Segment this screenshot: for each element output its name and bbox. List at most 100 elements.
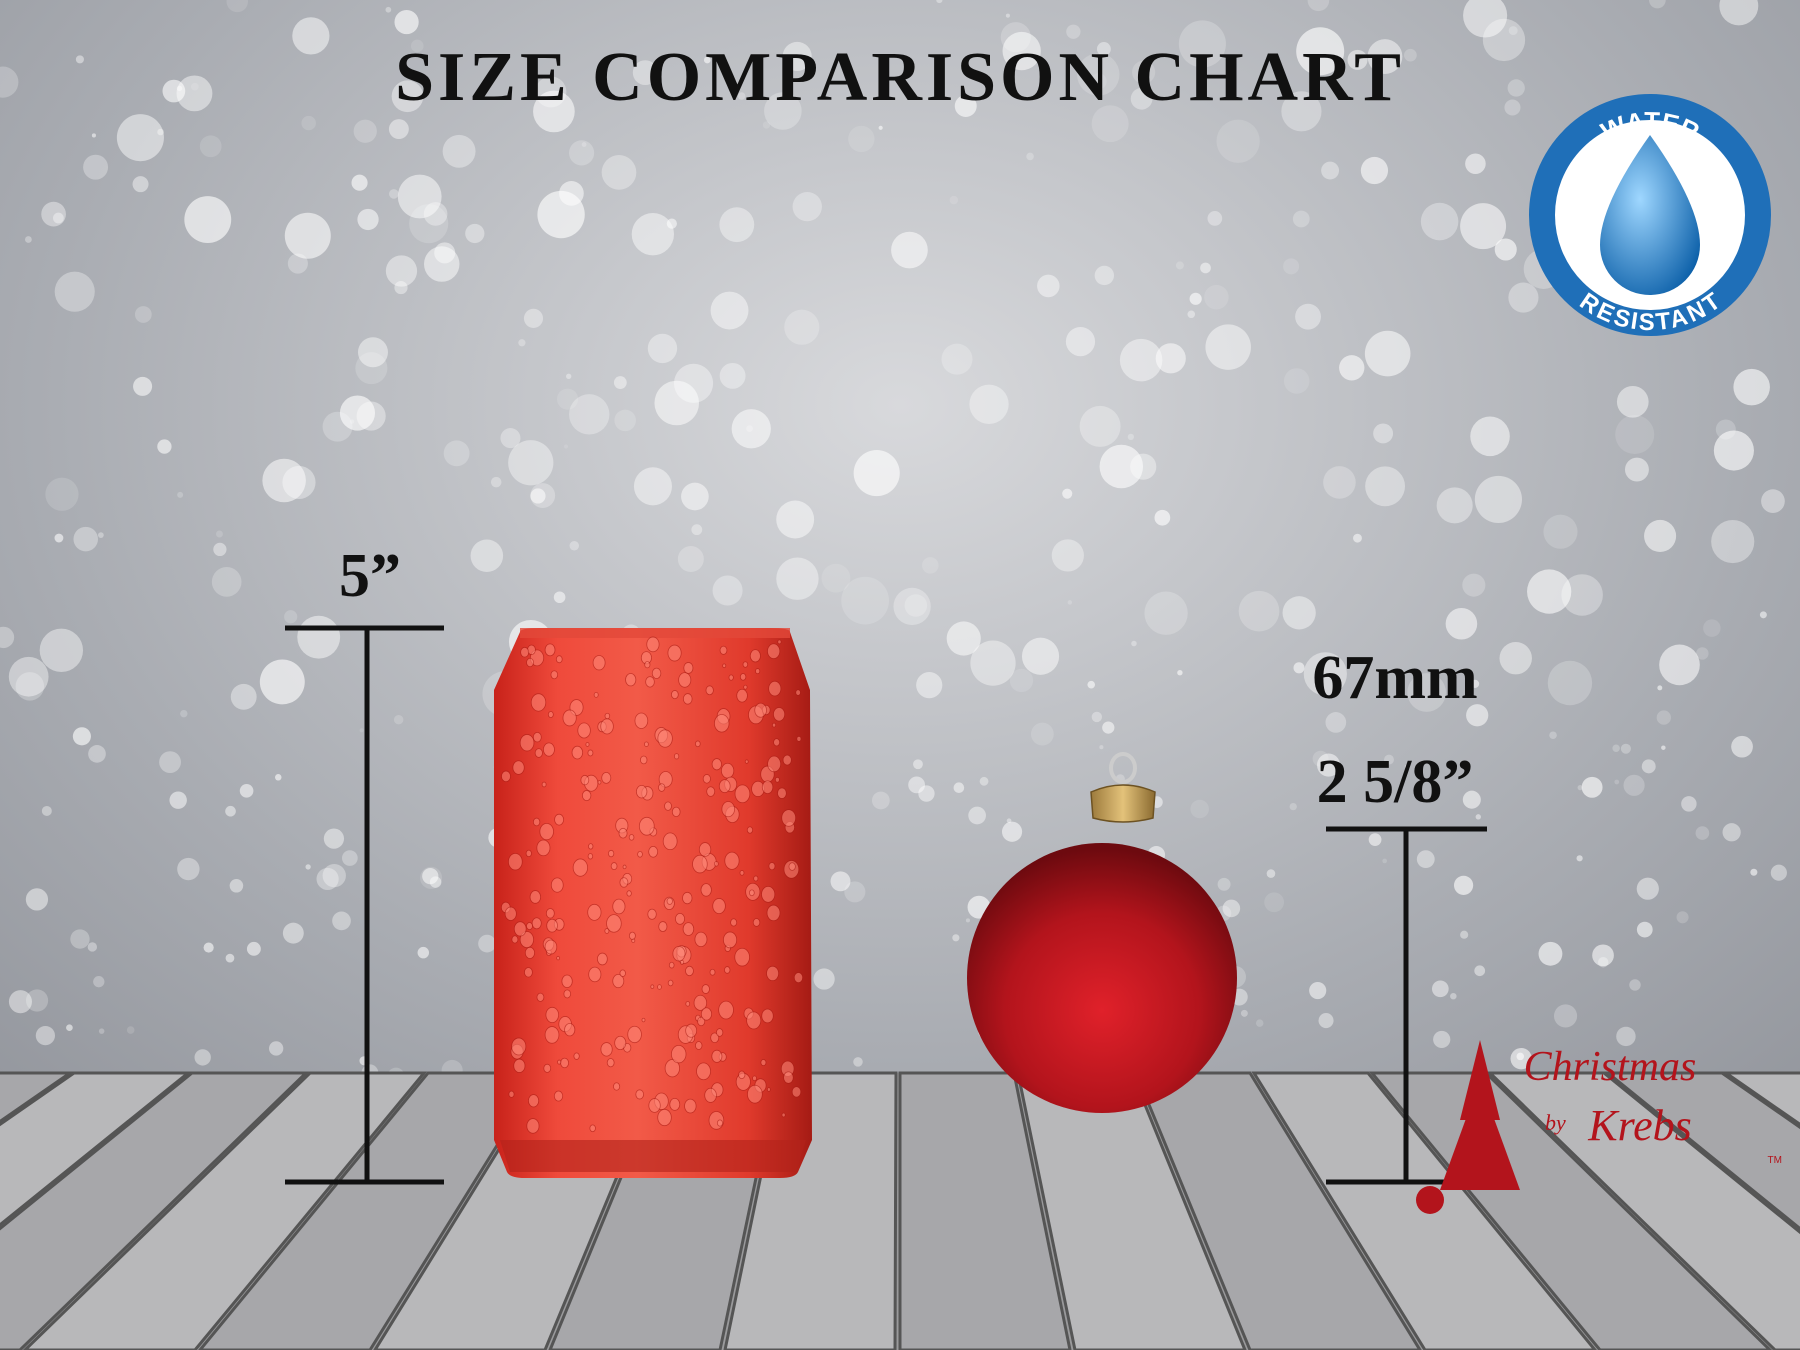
bokeh-dot <box>1696 647 1709 660</box>
droplet <box>682 693 693 705</box>
bokeh-dot <box>954 95 977 117</box>
bokeh-dot <box>1624 457 1649 482</box>
droplet <box>782 754 792 766</box>
bokeh-dot <box>157 128 164 136</box>
bokeh-dot <box>1001 821 1023 842</box>
bokeh-dot <box>1482 18 1526 62</box>
bokeh-dot <box>1189 292 1202 305</box>
droplet <box>752 1075 757 1082</box>
droplet <box>669 1097 681 1111</box>
droplet <box>648 845 659 858</box>
bokeh-dot <box>1382 858 1388 864</box>
droplet <box>638 816 655 836</box>
bokeh-dot <box>830 871 851 892</box>
plank <box>1603 1071 1800 1231</box>
bokeh-dot <box>913 759 923 770</box>
bokeh-dot <box>1102 721 1115 734</box>
bokeh-dot <box>1119 338 1163 382</box>
bokeh-dot <box>1200 262 1211 274</box>
bokeh-dot <box>530 483 556 508</box>
bokeh-dot <box>1656 710 1671 725</box>
droplet <box>577 722 591 739</box>
bokeh-dot <box>83 154 109 180</box>
droplet <box>685 1023 698 1038</box>
bokeh-dot <box>1127 433 1135 441</box>
bokeh-dot <box>893 587 931 626</box>
bokeh-dot <box>654 380 700 426</box>
bokeh-dot <box>339 395 376 431</box>
droplet <box>722 931 738 949</box>
bokeh-dot <box>341 850 358 866</box>
bokeh-dot <box>1155 343 1186 374</box>
droplet <box>560 1057 570 1069</box>
bokeh-dot <box>1296 27 1345 76</box>
bokeh-dot <box>518 339 526 347</box>
bokeh-dot <box>1309 981 1327 1000</box>
droplet <box>773 738 781 747</box>
droplet <box>513 1058 526 1073</box>
droplet <box>761 780 774 794</box>
droplet <box>682 891 693 905</box>
bokeh-dot <box>1463 0 1508 38</box>
droplet <box>715 1028 724 1037</box>
bokeh-dot <box>581 142 587 147</box>
droplet <box>711 1049 723 1063</box>
droplet <box>532 817 541 827</box>
bokeh-dot <box>385 6 392 13</box>
bokeh-dot <box>613 376 627 389</box>
droplet <box>664 801 672 811</box>
droplet <box>746 1011 762 1030</box>
bokeh-dot <box>215 530 223 538</box>
bokeh-dot <box>1507 79 1525 97</box>
droplet <box>711 758 722 771</box>
droplet <box>588 966 602 983</box>
bokeh-dot <box>1217 877 1231 891</box>
droplet <box>627 1025 642 1044</box>
droplet <box>526 922 533 931</box>
bokeh-dot <box>965 918 970 923</box>
bokeh-dot <box>569 541 580 551</box>
bokeh-dot <box>1592 944 1614 967</box>
bokeh-dot <box>1091 711 1103 723</box>
bokeh-dot <box>8 656 49 697</box>
ornament-inch-label: 2 5/8” <box>1317 748 1474 816</box>
droplet <box>714 861 719 867</box>
droplet <box>696 1062 711 1081</box>
droplet <box>597 952 608 966</box>
bokeh-dot <box>969 384 1009 424</box>
droplet <box>788 862 796 871</box>
droplet <box>761 1008 774 1024</box>
droplet <box>606 914 622 933</box>
droplet <box>585 742 590 747</box>
droplet <box>718 1000 734 1020</box>
plank <box>0 1071 310 1350</box>
bokeh-dot <box>1465 153 1486 174</box>
bokeh-dot <box>225 953 235 963</box>
droplet <box>556 955 561 961</box>
bokeh-dot <box>1420 202 1459 241</box>
droplet <box>705 685 714 696</box>
droplet <box>736 688 748 703</box>
bokeh-dot <box>1475 814 1481 820</box>
bokeh-dot <box>1030 722 1054 746</box>
droplet <box>781 809 797 827</box>
droplet <box>525 849 532 858</box>
bokeh-dot <box>443 440 470 467</box>
plank <box>0 1071 75 1124</box>
bokeh-dot <box>93 976 105 988</box>
bokeh-dot <box>1373 423 1394 444</box>
bokeh-dot <box>1216 119 1260 163</box>
bokeh-dot <box>1130 87 1153 110</box>
droplet <box>712 898 726 915</box>
droplet <box>561 974 573 988</box>
bokeh-dot <box>1205 324 1251 370</box>
water-droplets <box>500 636 804 1134</box>
bokeh-dot <box>553 591 566 604</box>
droplet <box>547 711 554 718</box>
bokeh-dot <box>1629 979 1641 991</box>
bokeh-dot <box>66 1024 73 1032</box>
bokeh-dot <box>1364 330 1411 377</box>
bokeh-dot <box>1474 965 1486 977</box>
droplet <box>742 661 749 668</box>
droplet <box>666 897 673 905</box>
